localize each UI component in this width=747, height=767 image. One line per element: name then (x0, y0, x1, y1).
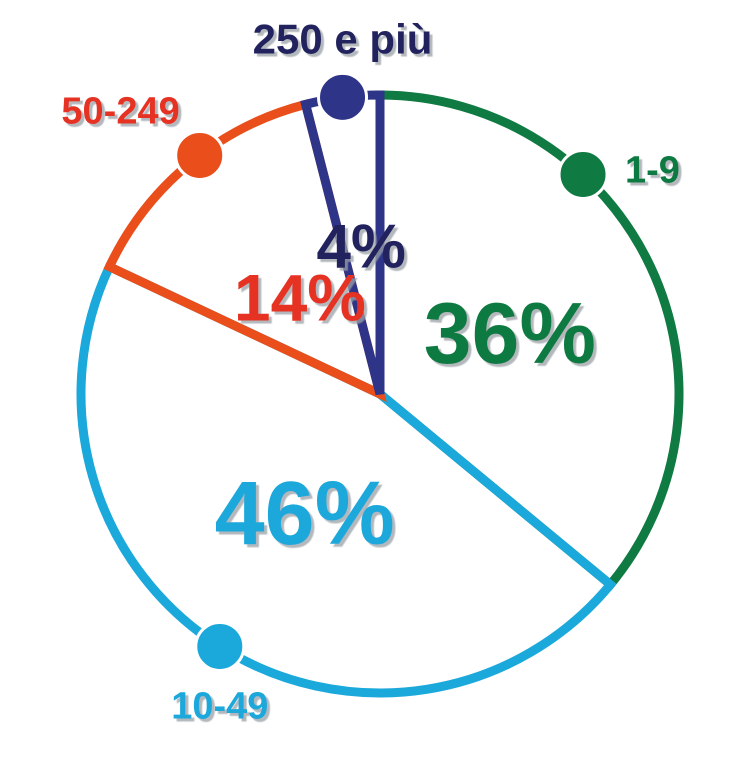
slice-category-label-1-9: 1-9 (625, 150, 680, 192)
slice-category-label-10-49: 10-49 (171, 685, 268, 727)
slice-1-9 (375, 90, 684, 591)
slice-value-label-50-249: 14% (234, 260, 366, 334)
slice-category-label-50-249: 50-249 (61, 90, 179, 132)
slice-value-label-1-9: 36% (424, 286, 596, 382)
slice-dot-1-9 (557, 149, 609, 200)
slice-value-label-10-49: 46% (215, 464, 395, 564)
slice-dot-250-e-pi (317, 71, 369, 123)
slice-dot-10-49 (194, 620, 246, 672)
slice-value-label-250-e-pi: 4% (316, 212, 406, 281)
slice-labels: 36% 1-9 46% 10-49 14% 50-249 4% 250 e più (61, 15, 680, 727)
slice-dot-50-249 (174, 129, 226, 181)
slice-dots (174, 71, 609, 672)
slice-category-label-250-e-pi: 250 e più (253, 15, 433, 62)
